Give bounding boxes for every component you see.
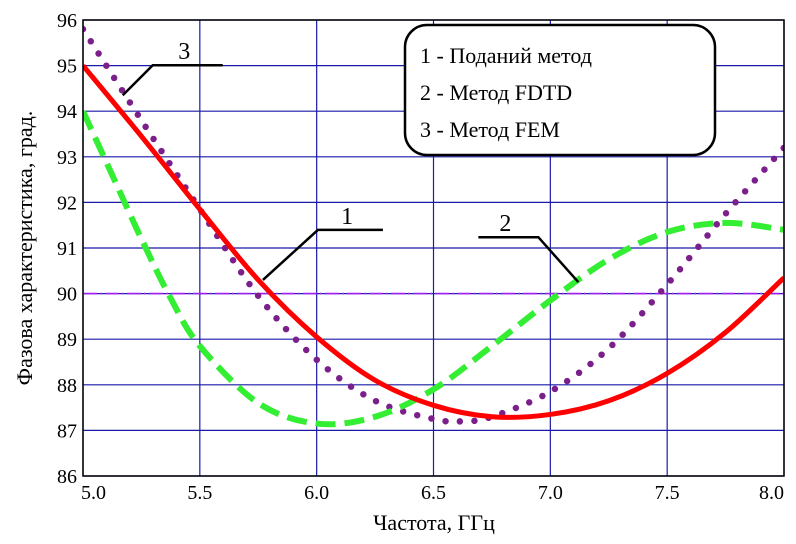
y-tick-label: 95 bbox=[57, 56, 77, 78]
x-tick-label: 5.0 bbox=[81, 482, 106, 504]
legend-box bbox=[403, 23, 717, 157]
x-tick-label: 7.0 bbox=[538, 482, 563, 504]
y-tick-label: 94 bbox=[57, 101, 77, 123]
x-tick-label: 6.5 bbox=[421, 482, 446, 504]
callout-label-3: 3 bbox=[178, 39, 190, 65]
y-tick-label: 90 bbox=[57, 284, 77, 306]
y-tick-label: 88 bbox=[57, 375, 77, 397]
x-tick-label: 8.0 bbox=[759, 482, 784, 504]
x-tick-label: 6.0 bbox=[304, 482, 329, 504]
callouts: 1 2 3 bbox=[121, 39, 580, 284]
legend: 1 - Поданий метод 2 - Метод FDTD 3 - Мет… bbox=[403, 23, 717, 157]
plot-frame bbox=[82, 19, 785, 477]
y-tick-label: 96 bbox=[57, 10, 77, 32]
callout-leader-3 bbox=[121, 63, 223, 97]
x-tick-label: 7.5 bbox=[655, 482, 680, 504]
y-axis-title: Фазова характеристика, град. bbox=[12, 111, 37, 386]
series-line-1 bbox=[83, 64, 784, 420]
series-group bbox=[83, 25, 784, 428]
callout-label-1: 1 bbox=[341, 204, 353, 230]
legend-entry: 2 - Метод FDTD bbox=[420, 80, 572, 105]
legend-entry: 1 - Поданий метод bbox=[420, 43, 592, 68]
x-tick-labels: 5.0 5.5 6.0 6.5 7.0 7.5 8.0 bbox=[81, 482, 784, 504]
x-tick-label: 5.5 bbox=[187, 482, 212, 504]
y-tick-label: 86 bbox=[57, 466, 77, 488]
series-line-2 bbox=[83, 109, 784, 428]
callout-leader-2 bbox=[478, 235, 580, 284]
callout-leader-1 bbox=[262, 228, 383, 281]
y-tick-label: 87 bbox=[57, 420, 77, 442]
callout-label-2: 2 bbox=[499, 211, 511, 237]
x-axis-title: Частота, ГГц bbox=[373, 510, 495, 535]
y-tick-label: 92 bbox=[57, 192, 77, 214]
legend-entry: 3 - Метод FEM bbox=[420, 117, 560, 142]
y-tick-label: 91 bbox=[57, 238, 77, 260]
y-tick-labels: 86 87 88 89 90 91 92 93 94 95 96 bbox=[57, 10, 77, 488]
y-tick-label: 93 bbox=[57, 147, 77, 169]
y-tick-label: 89 bbox=[57, 329, 77, 351]
